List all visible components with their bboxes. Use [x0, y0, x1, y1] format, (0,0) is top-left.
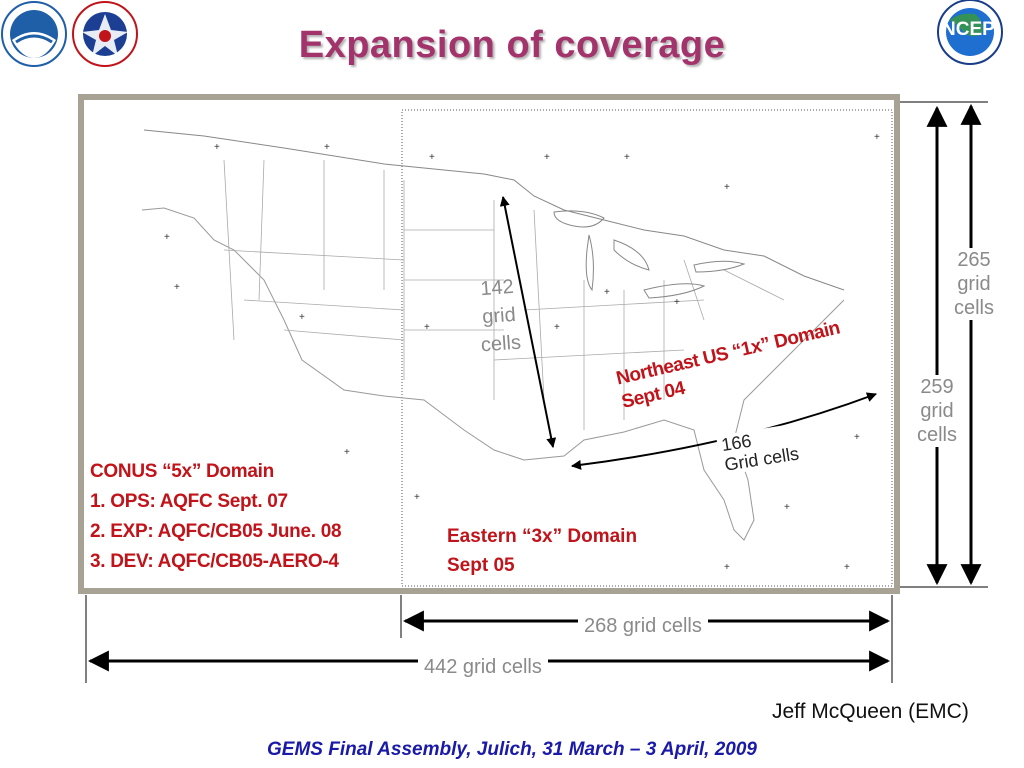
noaa-logo: [1, 1, 67, 67]
svg-text:+: +: [324, 142, 330, 153]
svg-text:+: +: [299, 312, 305, 323]
eastern-height-unit-1: grid: [920, 400, 954, 422]
great-lakes: [553, 210, 746, 299]
footer-text: GEMS Final Assembly, Julich, 31 March – …: [267, 739, 757, 760]
eastern-line-1: Eastern “3x” Domain: [447, 526, 638, 547]
conus-list: 1. OPS: AQFC Sept. 07 2. EXP: AQFC/CB05 …: [90, 487, 342, 577]
svg-text:+: +: [424, 322, 430, 333]
city-markers: +++ +++ +++ +++ +++ +++ +++: [164, 132, 880, 573]
conus-height-value: 265: [957, 249, 991, 271]
ne-height-arrow: [499, 196, 557, 448]
svg-text:+: +: [429, 152, 435, 163]
ne-height-label: 142 grid cells: [467, 272, 531, 360]
ne-height-unit-2: cells: [480, 331, 522, 357]
ne-height-value: 142: [479, 275, 515, 301]
canada-border: [143, 129, 845, 291]
svg-text:+: +: [554, 322, 560, 333]
slide-title: Expansion of coverage: [298, 24, 726, 66]
svg-text:+: +: [674, 297, 680, 308]
svg-text:+: +: [164, 232, 170, 243]
svg-text:+: +: [414, 492, 420, 503]
svg-text:+: +: [214, 142, 220, 153]
eastern-height-unit-2: cells: [916, 424, 957, 446]
eastern-line-2: Sept 05: [447, 555, 515, 576]
svg-text:+: +: [874, 132, 880, 143]
eastern-domain-label: Eastern “3x” Domain Sept 05: [447, 522, 637, 580]
svg-text:+: +: [724, 562, 730, 573]
ncep-logo-text: NCEP: [942, 19, 995, 40]
svg-text:+: +: [544, 152, 550, 163]
conus-height-unit-1: grid: [957, 273, 991, 295]
eastern-height-label: 259 grid cells: [912, 375, 962, 447]
conus-item-3: 3. DEV: AQFC/CB05-AERO-4: [90, 551, 339, 572]
svg-text:+: +: [344, 447, 350, 458]
conus-width-label: 442 grid cells: [418, 655, 548, 679]
svg-text:+: +: [724, 182, 730, 193]
svg-text:+: +: [174, 282, 180, 293]
svg-text:+: +: [784, 502, 790, 513]
conus-domain-label: CONUS “5x” Domain 1. OPS: AQFC Sept. 07 …: [90, 457, 342, 577]
conus-item-2: 2. EXP: AQFC/CB05 June. 08: [90, 521, 342, 542]
author-credit: Jeff McQueen (EMC): [772, 700, 969, 723]
nws-logo: [72, 1, 138, 67]
conus-map-frame: +++ +++ +++ +++ +++ +++ +++: [78, 94, 900, 594]
ne-height-unit-1: grid: [481, 303, 517, 329]
conus-height-unit-2: cells: [953, 297, 994, 319]
state-lines: [223, 159, 785, 430]
svg-text:+: +: [844, 562, 850, 573]
us-map: +++ +++ +++ +++ +++ +++ +++: [141, 109, 893, 587]
eastern-width-label: 268 grid cells: [578, 614, 708, 638]
svg-text:+: +: [604, 287, 610, 298]
ncep-logo: [937, 0, 1003, 65]
conus-height-label: 265 grid cells: [947, 248, 1001, 320]
conus-heading: CONUS “5x” Domain: [90, 461, 274, 482]
conus-item-1: 1. OPS: AQFC Sept. 07: [90, 491, 288, 512]
svg-text:+: +: [624, 152, 630, 163]
eastern-height-value: 259: [920, 376, 954, 398]
